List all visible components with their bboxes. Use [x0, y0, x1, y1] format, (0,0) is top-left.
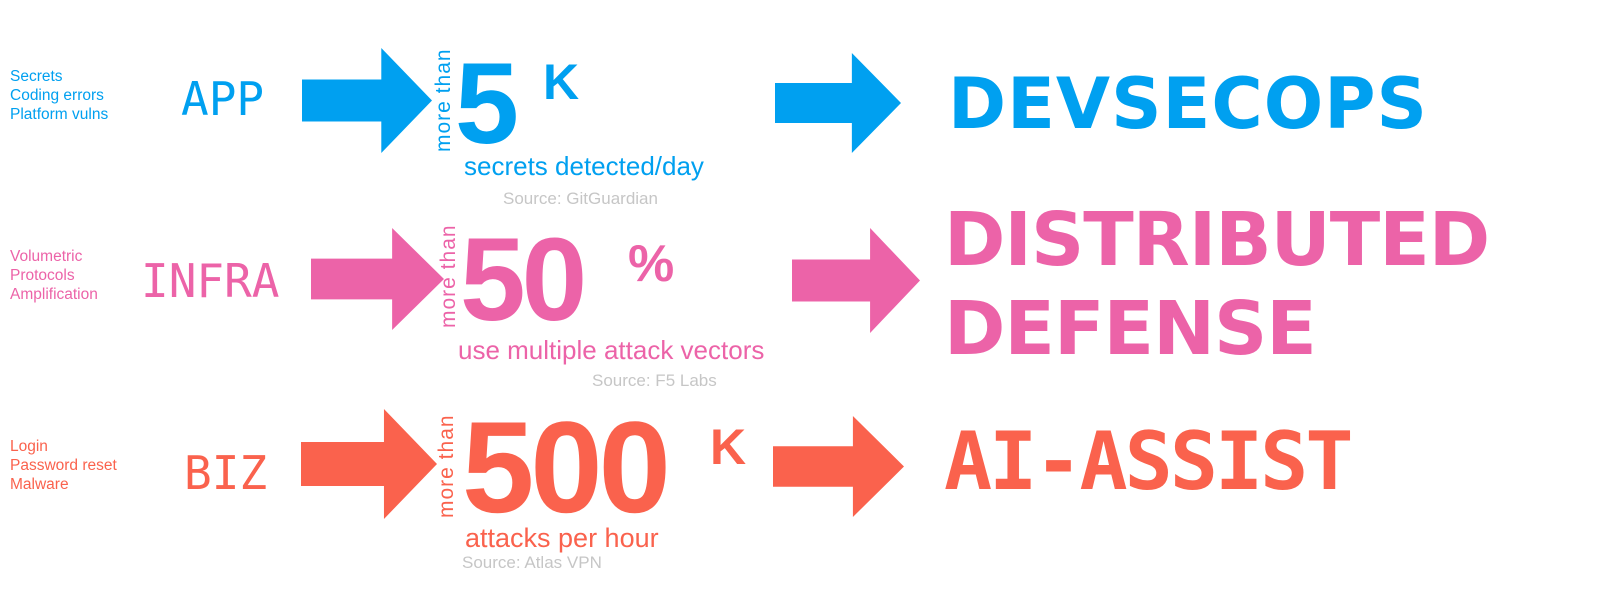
- arrow-right-icon: [792, 228, 920, 333]
- arrow-right-icon: [302, 48, 432, 153]
- threat-item: Login: [10, 438, 48, 455]
- outcome-label-ai-assist: AI-ASSIST: [944, 414, 1353, 510]
- threat-item: Password reset: [10, 457, 117, 474]
- threat-item: Coding errors: [10, 87, 104, 104]
- stat-qualifier: more than: [435, 414, 458, 518]
- threat-item: Protocols: [10, 267, 75, 284]
- source-attribution: Source: GitGuardian: [503, 189, 658, 208]
- stat-caption: use multiple attack vectors: [458, 335, 765, 365]
- stat-value: 500: [462, 394, 671, 540]
- threat-item: Secrets: [10, 68, 63, 85]
- category-label-app: APP: [181, 72, 265, 126]
- arrow-right-icon: [311, 228, 444, 330]
- arrow-right-icon: [775, 53, 901, 153]
- outcome-line: AI-ASSIST: [944, 415, 1353, 508]
- stat-value: 50: [460, 214, 587, 346]
- threat-list-biz: Login Password reset Malware: [10, 437, 117, 494]
- category-label-infra: INFRA: [141, 254, 280, 308]
- stat-unit: %: [628, 235, 675, 293]
- source-attribution: Source: Atlas VPN: [462, 553, 602, 572]
- stat-caption: secrets detected/day: [464, 151, 704, 181]
- threat-item: Volumetric: [10, 248, 83, 265]
- stat-qualifier: more than: [432, 48, 455, 152]
- outcome-label-distributed-defense: DISTRIBUTED DEFENSE: [944, 196, 1490, 374]
- threat-item: Malware: [10, 476, 69, 493]
- category-label-biz: BIZ: [184, 446, 268, 500]
- stat-caption: attacks per hour: [465, 523, 659, 553]
- threat-item: Platform vulns: [10, 106, 109, 123]
- threat-item: Amplification: [10, 286, 98, 303]
- arrow-right-icon: [773, 416, 904, 517]
- stat-value: 5: [455, 40, 519, 168]
- stat-unit: K: [543, 54, 580, 110]
- arrow-right-icon: [301, 409, 437, 519]
- outcome-label-devsecops: DEVSECOPS: [948, 62, 1428, 146]
- outcome-line: DEFENSE: [944, 285, 1317, 372]
- threat-list-infra: Volumetric Protocols Amplification: [10, 247, 98, 304]
- outcome-line: DISTRIBUTED: [944, 197, 1490, 283]
- source-attribution: Source: F5 Labs: [592, 371, 717, 390]
- stat-unit: K: [710, 419, 747, 475]
- outcome-line: DEVSECOPS: [948, 63, 1428, 145]
- threat-list-app: Secrets Coding errors Platform vulns: [10, 67, 108, 124]
- stat-qualifier: more than: [437, 224, 460, 328]
